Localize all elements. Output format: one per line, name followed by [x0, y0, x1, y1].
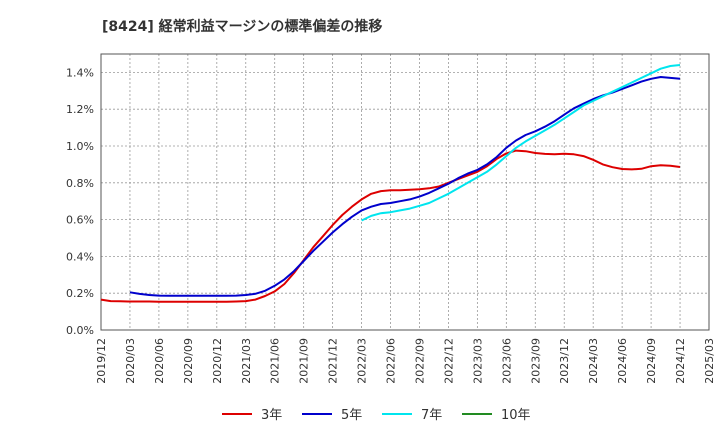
- legend: 3年 5年 7年 10年: [222, 408, 531, 423]
- x-tick-label: 2021/12: [327, 338, 340, 384]
- legend-label: 7年: [421, 408, 442, 423]
- y-tick-label: 0.6%: [66, 214, 94, 227]
- x-tick-label: 2023/12: [558, 338, 571, 384]
- legend-label: 10年: [501, 408, 531, 423]
- series-line-7年: [361, 64, 681, 222]
- y-tick-label: 0.0%: [66, 324, 94, 337]
- x-tick-label: 2022/06: [385, 338, 398, 384]
- grid: [101, 54, 709, 330]
- series-line-3年: [100, 149, 681, 303]
- axes: 0.0% 0.2% 0.4% 0.6% 0.8% 1.0% 1.2% 1.4% 2019/12 2…: [66, 53, 716, 384]
- x-tick-label: 2023/03: [471, 338, 484, 384]
- x-tick-label: 2024/06: [616, 338, 629, 384]
- y-tick-label: 1.0%: [66, 140, 94, 153]
- x-tick-label: 2020/06: [153, 338, 166, 384]
- chart-title: [8424] 経常利益マージンの標準偏差の推移: [102, 19, 383, 35]
- x-tick-label: 2024/03: [587, 338, 600, 384]
- x-tick-label: 2021/09: [298, 338, 311, 384]
- x-tick-label: 2022/09: [413, 338, 426, 384]
- y-tick-label: 0.4%: [66, 250, 94, 263]
- x-tick-label: 2024/09: [645, 338, 658, 384]
- x-tick-label: 2020/09: [182, 338, 195, 384]
- y-tick-label: 0.8%: [66, 177, 94, 190]
- y-tick-label: 0.2%: [66, 287, 94, 300]
- x-tick-label: 2024/12: [674, 338, 687, 384]
- legend-label: 3年: [261, 408, 282, 423]
- x-tick-label: 2021/03: [240, 338, 253, 384]
- series-line-5年: [129, 76, 681, 297]
- y-tick-label: 1.4%: [66, 66, 94, 79]
- plot-frame: [100, 53, 710, 331]
- x-tick-label: 2023/06: [500, 338, 513, 384]
- x-tick-label: 2019/12: [95, 338, 108, 384]
- x-tick-label: 2022/12: [442, 338, 455, 384]
- x-tick-label: 2020/03: [124, 338, 137, 384]
- plot-area: [101, 54, 709, 330]
- x-tick-label: 2021/06: [269, 338, 282, 384]
- legend-label: 5年: [341, 408, 362, 423]
- series-lines: [100, 64, 681, 303]
- x-tick-label: 2020/12: [211, 338, 224, 384]
- x-tick-label: 2022/03: [356, 338, 369, 384]
- x-tick-label: 2023/09: [529, 338, 542, 384]
- x-tick-label: 2025/03: [703, 338, 716, 384]
- y-tick-label: 1.2%: [66, 103, 94, 116]
